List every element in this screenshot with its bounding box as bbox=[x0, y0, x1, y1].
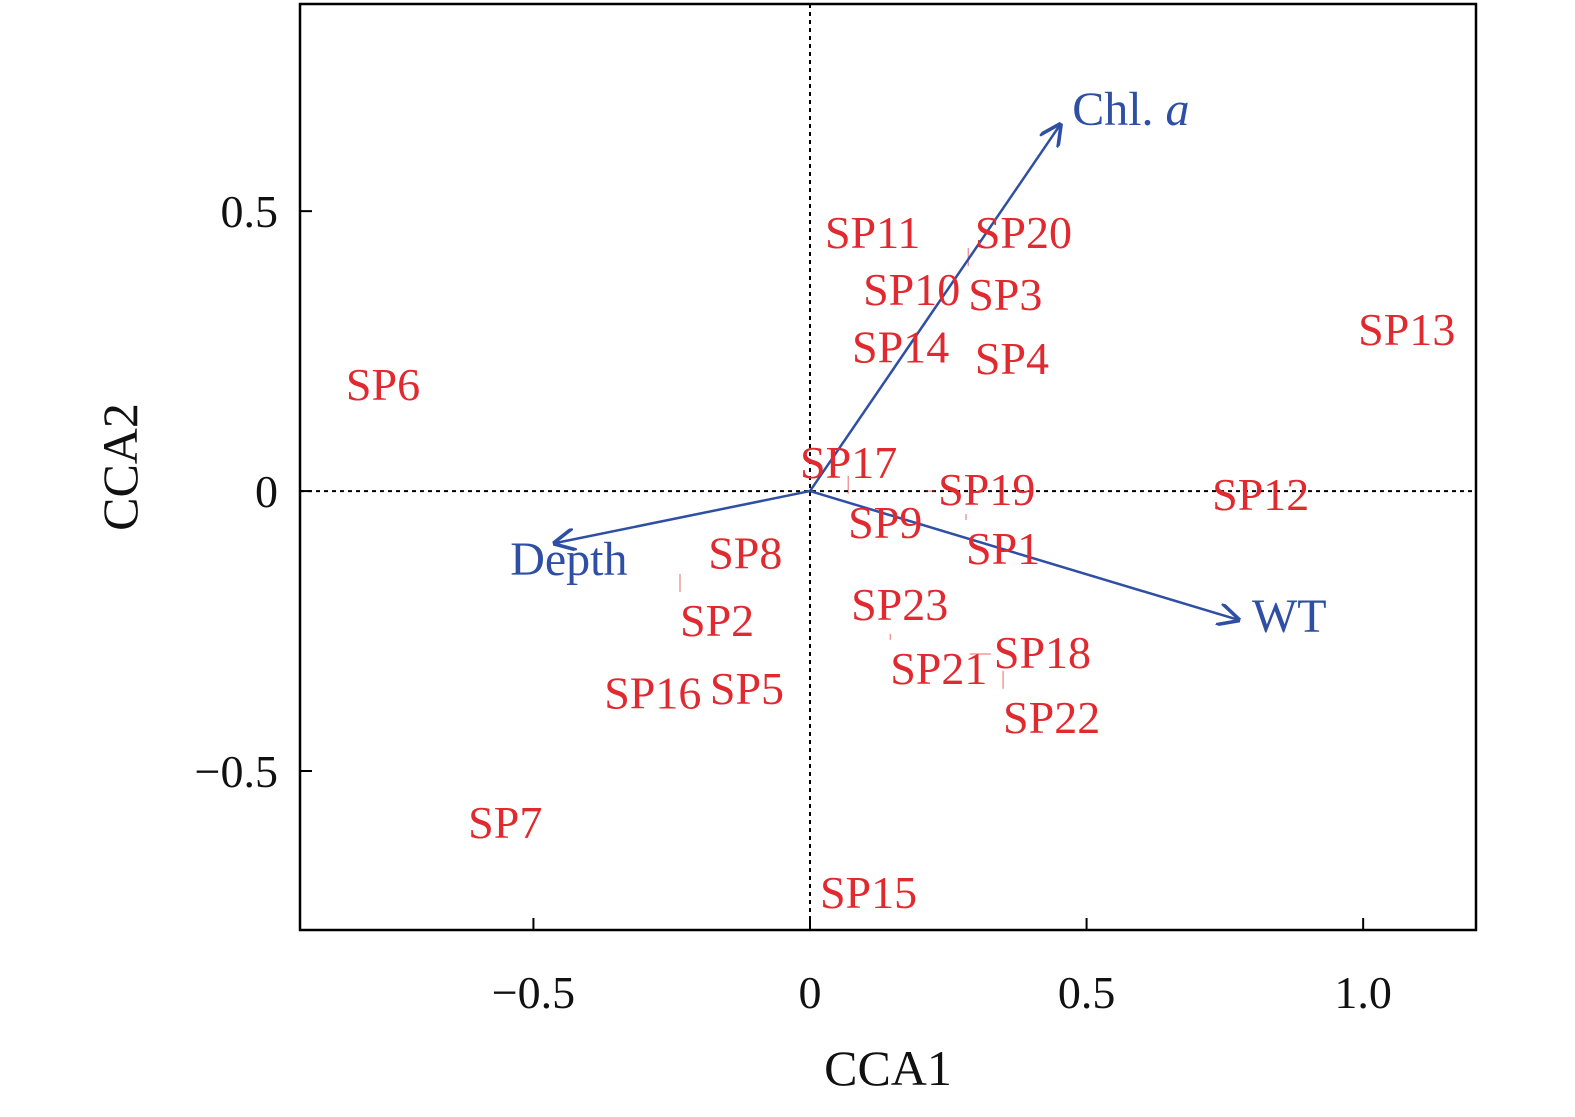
arrow-label: Chl. a bbox=[1072, 83, 1189, 136]
point-label-sp19: SP19 bbox=[938, 464, 1035, 515]
point-label-sp12: SP12 bbox=[1212, 469, 1309, 520]
point-label-sp5: SP5 bbox=[710, 663, 784, 714]
point-label-sp13: SP13 bbox=[1358, 304, 1455, 355]
point-label-sp11: SP11 bbox=[825, 207, 920, 258]
plot-frame bbox=[298, 2, 1478, 932]
axis-ticks: −0.5 0 0.5 1.0 0.5 0 −0.5 bbox=[195, 186, 1392, 1018]
point-label-sp10: SP10 bbox=[863, 264, 960, 315]
reference-lines bbox=[300, 4, 1476, 930]
point-label-sp17: SP17 bbox=[800, 437, 897, 488]
point-label-sp6: SP6 bbox=[346, 359, 420, 410]
point-label-sp2: SP2 bbox=[680, 595, 754, 646]
arrow-depth bbox=[555, 489, 811, 543]
arrow-label-text: Depth bbox=[510, 533, 627, 586]
point-label-sp14: SP14 bbox=[852, 321, 949, 372]
point-label-sp15: SP15 bbox=[820, 867, 917, 918]
arrow-label-text: Chl. bbox=[1072, 83, 1153, 136]
y-tick-label: 0.5 bbox=[221, 186, 279, 237]
x-axis-label: CCA1 bbox=[824, 1040, 952, 1096]
arrow-chl bbox=[808, 125, 1060, 492]
y-tick-label: 0 bbox=[255, 466, 278, 517]
x-tick-label: 0 bbox=[799, 967, 822, 1018]
point-label-sp7: SP7 bbox=[468, 797, 542, 848]
point-label-sp20: SP20 bbox=[975, 207, 1072, 258]
point-label-sp16: SP16 bbox=[604, 667, 701, 718]
point-label-sp9: SP9 bbox=[848, 497, 922, 548]
point-label-sp18: SP18 bbox=[994, 627, 1091, 678]
arrow-wt bbox=[809, 489, 1238, 620]
point-label-sp3: SP3 bbox=[968, 269, 1042, 320]
arrow-label: WT bbox=[1252, 590, 1327, 643]
point-label-sp23: SP23 bbox=[851, 579, 948, 630]
point-label-sp1: SP1 bbox=[966, 523, 1040, 574]
arrows: Chl. a Depth WT bbox=[510, 83, 1326, 643]
x-tick-label: −0.5 bbox=[492, 967, 575, 1018]
y-axis-label: CCA2 bbox=[92, 403, 148, 531]
point-label-sp21: SP21 bbox=[890, 643, 987, 694]
arrow-label: Depth bbox=[510, 533, 627, 586]
x-tick-label: 1.0 bbox=[1334, 967, 1392, 1018]
y-tick-label: −0.5 bbox=[195, 746, 278, 797]
arrow-label-italic: a bbox=[1166, 83, 1190, 136]
arrow-label-text: WT bbox=[1252, 590, 1327, 643]
point-label-sp4: SP4 bbox=[975, 333, 1049, 384]
x-tick-label: 0.5 bbox=[1058, 967, 1116, 1018]
point-label-sp22: SP22 bbox=[1003, 692, 1100, 743]
label-leaders bbox=[679, 248, 1004, 689]
point-label-sp8: SP8 bbox=[708, 527, 782, 578]
